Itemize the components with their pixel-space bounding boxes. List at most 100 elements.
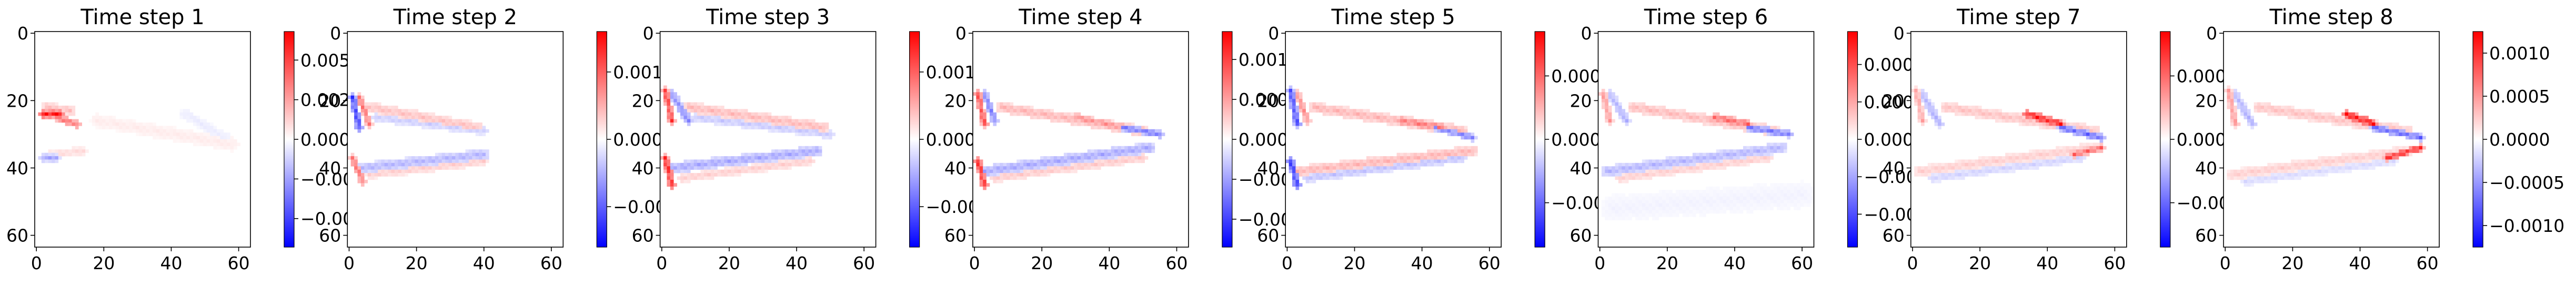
heatmap-cell [1682,169,1686,173]
heatmap-cell [1665,116,1669,119]
heatmap-cell [1413,162,1417,167]
heatmap-cell [1413,122,1417,126]
heatmap-cell [1675,159,1679,164]
heatmap-cell [1454,146,1458,150]
heatmap-cell [1363,119,1367,123]
heatmap-cell [2392,122,2396,126]
heatmap-cell [1804,193,1807,197]
heatmap-cell [2392,129,2396,133]
heatmap-cell [1921,92,1925,96]
heatmap-cell [354,116,358,119]
heatmap-cell [1658,109,1663,113]
heatmap-cell [2291,162,2295,167]
heatmap-cell [1703,162,1706,167]
heatmap-cell [979,102,983,106]
heatmap-cell [1709,116,1713,119]
heatmap-cell [1749,159,1754,164]
heatmap-cell [979,166,983,170]
heatmap-cell [1451,156,1454,160]
heatmap-cell [1006,176,1010,180]
heatmap-cell [1766,207,1770,210]
heatmap-cell [798,156,802,160]
heatmap-cell [210,129,214,133]
heatmap-cell [1141,159,1145,164]
heatmap-cell [468,119,472,123]
heatmap-cell [2402,146,2406,150]
heatmap-cell [2069,156,2073,160]
heatmap-cell [350,92,355,96]
heatmap-cell [1638,213,1643,217]
heatmap-cell [670,186,674,190]
heatmap-cell [2287,112,2291,116]
heatmap-cell [744,162,748,167]
heatmap-cell [680,173,684,177]
heatmap-cell [2298,116,2301,119]
y-tick-label: 20 [632,90,654,111]
heatmap-cell [1965,105,1969,109]
heatmap-cell [1144,142,1149,147]
heatmap-cell [371,176,375,180]
heatmap-cell [724,166,728,170]
heatmap-cell [45,116,48,119]
heatmap-cell [1396,152,1401,157]
heatmap-cell [1608,109,1612,113]
heatmap-cell [1699,116,1703,119]
heatmap-cell [2018,166,2022,170]
heatmap-cell [438,162,442,167]
colorbar-tick-label: −0.0010 [2489,216,2564,236]
heatmap-cell [169,132,173,136]
heatmap-cell [1601,99,1605,103]
heatmap-cell [2233,88,2238,93]
heatmap-cell [778,129,782,133]
heatmap-cell [2389,156,2392,160]
heatmap-cell [2096,132,2100,136]
heatmap-cell [693,105,698,109]
heatmap-cell [1763,152,1767,157]
heatmap-cell [2281,162,2285,167]
heatmap-cell [1030,105,1034,109]
heatmap-cell [2240,105,2244,109]
heatmap-cell [233,139,237,143]
heatmap-cell [2328,116,2332,119]
heatmap-cell [1413,119,1417,123]
heatmap-cell [788,156,792,160]
heatmap-cell [411,159,415,164]
heatmap-cell [45,152,48,157]
heatmap-cell [438,116,442,119]
heatmap-cell [1346,166,1350,170]
heatmap-cell [1423,122,1427,126]
heatmap-cell [1991,159,1996,164]
heatmap-cell [1618,193,1622,197]
heatmap-cell [1360,173,1363,177]
heatmap-cell [1914,99,1918,103]
heatmap-cell [458,129,462,133]
heatmap-cell [203,139,207,143]
heatmap-cell [1299,105,1303,109]
heatmap-cell [1773,203,1777,207]
heatmap-cell [55,149,59,153]
heatmap-cell [1057,169,1061,173]
heatmap-cell [186,136,190,140]
heatmap-cell [1709,159,1713,164]
heatmap-cell [2032,156,2036,160]
heatmap-cell [1686,156,1689,160]
heatmap-cell [1370,119,1374,123]
heatmap-cell [2035,119,2039,123]
heatmap-cell [1370,166,1374,170]
colorbar-tick-label: 0.000 [613,129,662,150]
heatmap-cell [1608,88,1612,93]
heatmap-cell [2311,112,2315,116]
heatmap-cell [1682,162,1686,167]
heatmap-cell [2005,116,2009,119]
heatmap-cell [1642,193,1646,197]
heatmap-cell [2338,119,2342,123]
heatmap-cell [1736,162,1740,167]
heatmap-cell [1733,149,1737,153]
heatmap-cell [1753,146,1757,150]
y-tick-label: 60 [1883,226,1905,246]
heatmap-cell [199,132,204,136]
heatmap-cell [354,166,358,170]
heatmap-cell [1121,159,1125,164]
heatmap-cell [1625,169,1629,173]
heatmap-cell [798,149,802,153]
